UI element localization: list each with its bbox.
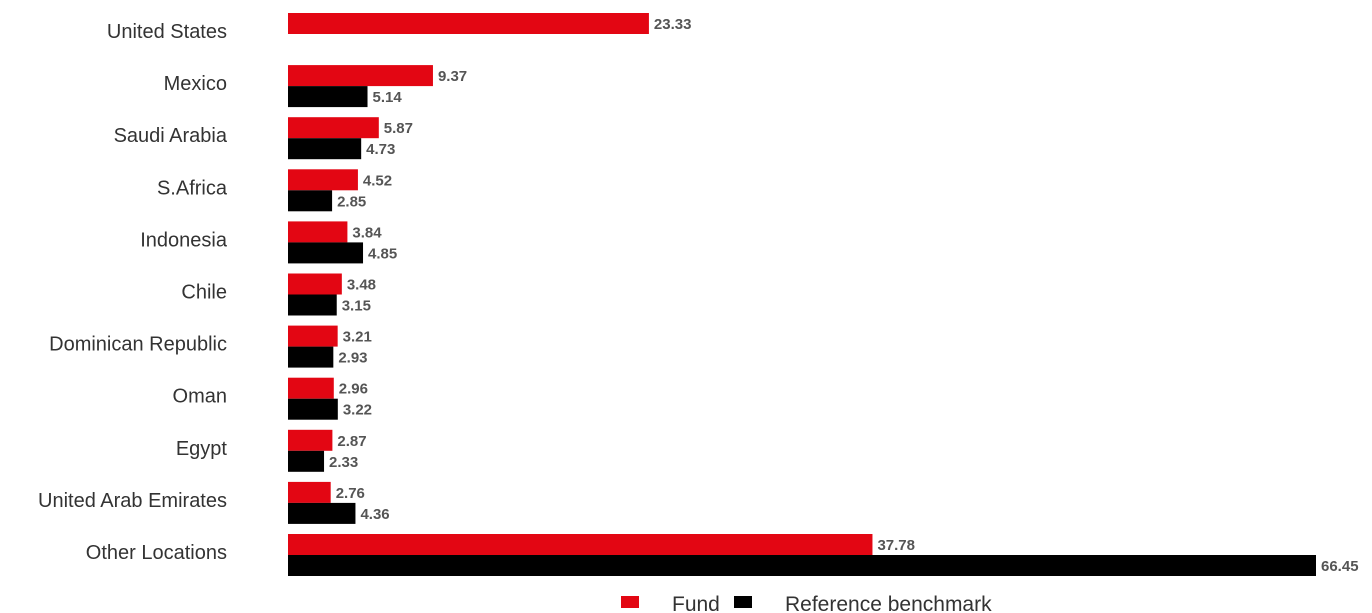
category-label: Saudi Arabia [114,125,228,147]
category-label: Mexico [164,73,227,95]
benchmark-value-label: 5.14 [373,89,403,106]
fund-value-label: 23.33 [654,16,692,33]
benchmark-bar [288,294,337,316]
benchmark-value-label: 2.85 [337,193,366,210]
fund-value-label: 3.21 [343,329,372,346]
fund-bar [288,429,333,451]
category-label: Chile [181,282,227,304]
fund-value-label: 3.84 [352,224,382,241]
fund-bar [288,325,338,347]
benchmark-value-label: 4.85 [368,245,397,262]
benchmark-value-label: 3.22 [343,402,372,419]
benchmark-value-label: 4.36 [360,506,389,523]
benchmark-bar [288,242,364,264]
fund-value-label: 9.37 [438,68,467,85]
benchmark-value-label: 66.45 [1321,558,1359,575]
benchmark-bar [288,502,356,524]
fund-value-label: 2.96 [339,381,368,398]
benchmark-value-label: 4.73 [366,141,395,158]
benchmark-bar [288,346,334,368]
fund-bar [288,117,379,139]
fund-bar [288,534,873,555]
bars-group [288,13,1316,576]
benchmark-value-label: 2.33 [329,454,358,471]
fund-bar [288,169,358,191]
category-label: United States [107,21,227,43]
fund-value-label: 2.87 [337,433,366,450]
category-label: Oman [173,386,227,408]
benchmark-bar [288,555,1316,576]
fund-bar [288,13,649,34]
fund-bar [288,273,342,295]
fund-value-label: 2.76 [336,485,365,502]
benchmark-bar [288,138,362,160]
category-label: Other Locations [86,542,227,564]
category-label: Indonesia [140,229,228,251]
fund-bar [288,221,348,243]
legend-label-fund: Fund [672,593,720,613]
benchmark-value-label: 2.93 [338,350,367,367]
benchmark-bar [288,86,368,108]
legend-swatch-benchmark [734,596,752,608]
category-label: United Arab Emirates [38,490,227,512]
legend-swatch-fund [621,596,639,608]
fund-bar [288,377,334,399]
benchmark-bar [288,398,338,420]
labels-group: United States 23.33 Mexico 9.37 5.14 Saudi Ar… [38,16,1359,575]
fund-bar [288,481,331,503]
category-label: Dominican Republic [49,334,227,356]
fund-bar [288,65,433,87]
legend: Fund Reference benchmark [621,593,992,613]
category-label: Egypt [176,438,228,460]
benchmark-bar [288,450,325,472]
fund-value-label: 3.48 [347,277,376,294]
legend-label-benchmark: Reference benchmark [785,593,992,613]
fund-value-label: 5.87 [384,120,413,137]
benchmark-bar [288,190,333,212]
fund-value-label: 37.78 [877,537,915,554]
benchmark-value-label: 3.15 [342,298,371,315]
fund-value-label: 4.52 [363,172,392,189]
category-label: S.Africa [157,177,228,199]
